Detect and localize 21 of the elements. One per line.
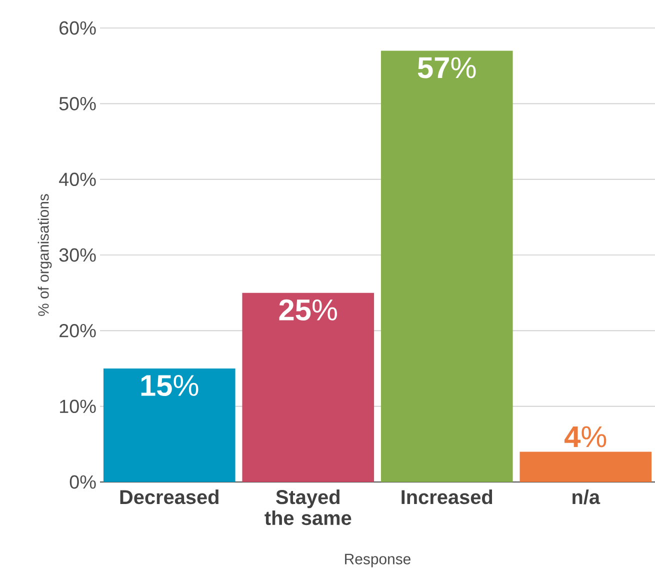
x-axis-title: Response	[345, 554, 410, 568]
y-tick-label: 40%	[59, 172, 96, 186]
y-tick-label: 0%	[70, 475, 96, 489]
y-tick-label: 60%	[60, 21, 96, 35]
y-tick-label: 50%	[59, 96, 96, 110]
x-tick-label: n/a	[572, 490, 600, 504]
y-axis-title: % of organisations	[38, 194, 52, 316]
data-label: 25%	[279, 299, 337, 321]
x-tick-label: Increased	[402, 490, 492, 504]
x-tick-label: Stayed the same	[264, 490, 352, 526]
data-label: 57%	[418, 57, 476, 78]
bar	[103, 368, 236, 482]
data-label: 15%	[141, 375, 198, 396]
y-tick-label: 10%	[60, 400, 96, 414]
bar	[520, 452, 652, 482]
bar	[380, 50, 513, 482]
data-label: 4%	[564, 426, 606, 448]
x-tick-label: Decreased	[120, 490, 218, 504]
y-tick-label: 20%	[60, 324, 96, 338]
bar	[242, 292, 374, 482]
y-tick-label: 30%	[59, 248, 96, 262]
